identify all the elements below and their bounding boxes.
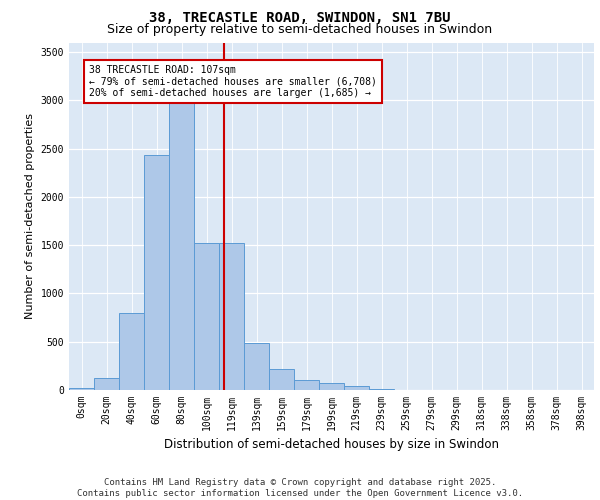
Text: 38, TRECASTLE ROAD, SWINDON, SN1 7BU: 38, TRECASTLE ROAD, SWINDON, SN1 7BU xyxy=(149,11,451,25)
X-axis label: Distribution of semi-detached houses by size in Swindon: Distribution of semi-detached houses by … xyxy=(164,438,499,452)
Bar xyxy=(269,369,294,390)
Text: Contains HM Land Registry data © Crown copyright and database right 2025.
Contai: Contains HM Land Registry data © Crown c… xyxy=(77,478,523,498)
Bar xyxy=(69,388,94,390)
Text: 38 TRECASTLE ROAD: 107sqm
← 79% of semi-detached houses are smaller (6,708)
20% : 38 TRECASTLE ROAD: 107sqm ← 79% of semi-… xyxy=(89,64,377,98)
Bar xyxy=(244,342,269,390)
Bar xyxy=(369,389,394,390)
Bar xyxy=(344,386,369,390)
Bar xyxy=(294,380,319,390)
Bar xyxy=(319,383,344,390)
Bar xyxy=(119,313,144,390)
Text: Size of property relative to semi-detached houses in Swindon: Size of property relative to semi-detach… xyxy=(107,22,493,36)
Bar xyxy=(219,244,244,390)
Bar xyxy=(169,76,194,390)
Y-axis label: Number of semi-detached properties: Number of semi-detached properties xyxy=(25,114,35,320)
Bar xyxy=(94,378,119,390)
Bar xyxy=(144,156,169,390)
Bar xyxy=(194,244,219,390)
